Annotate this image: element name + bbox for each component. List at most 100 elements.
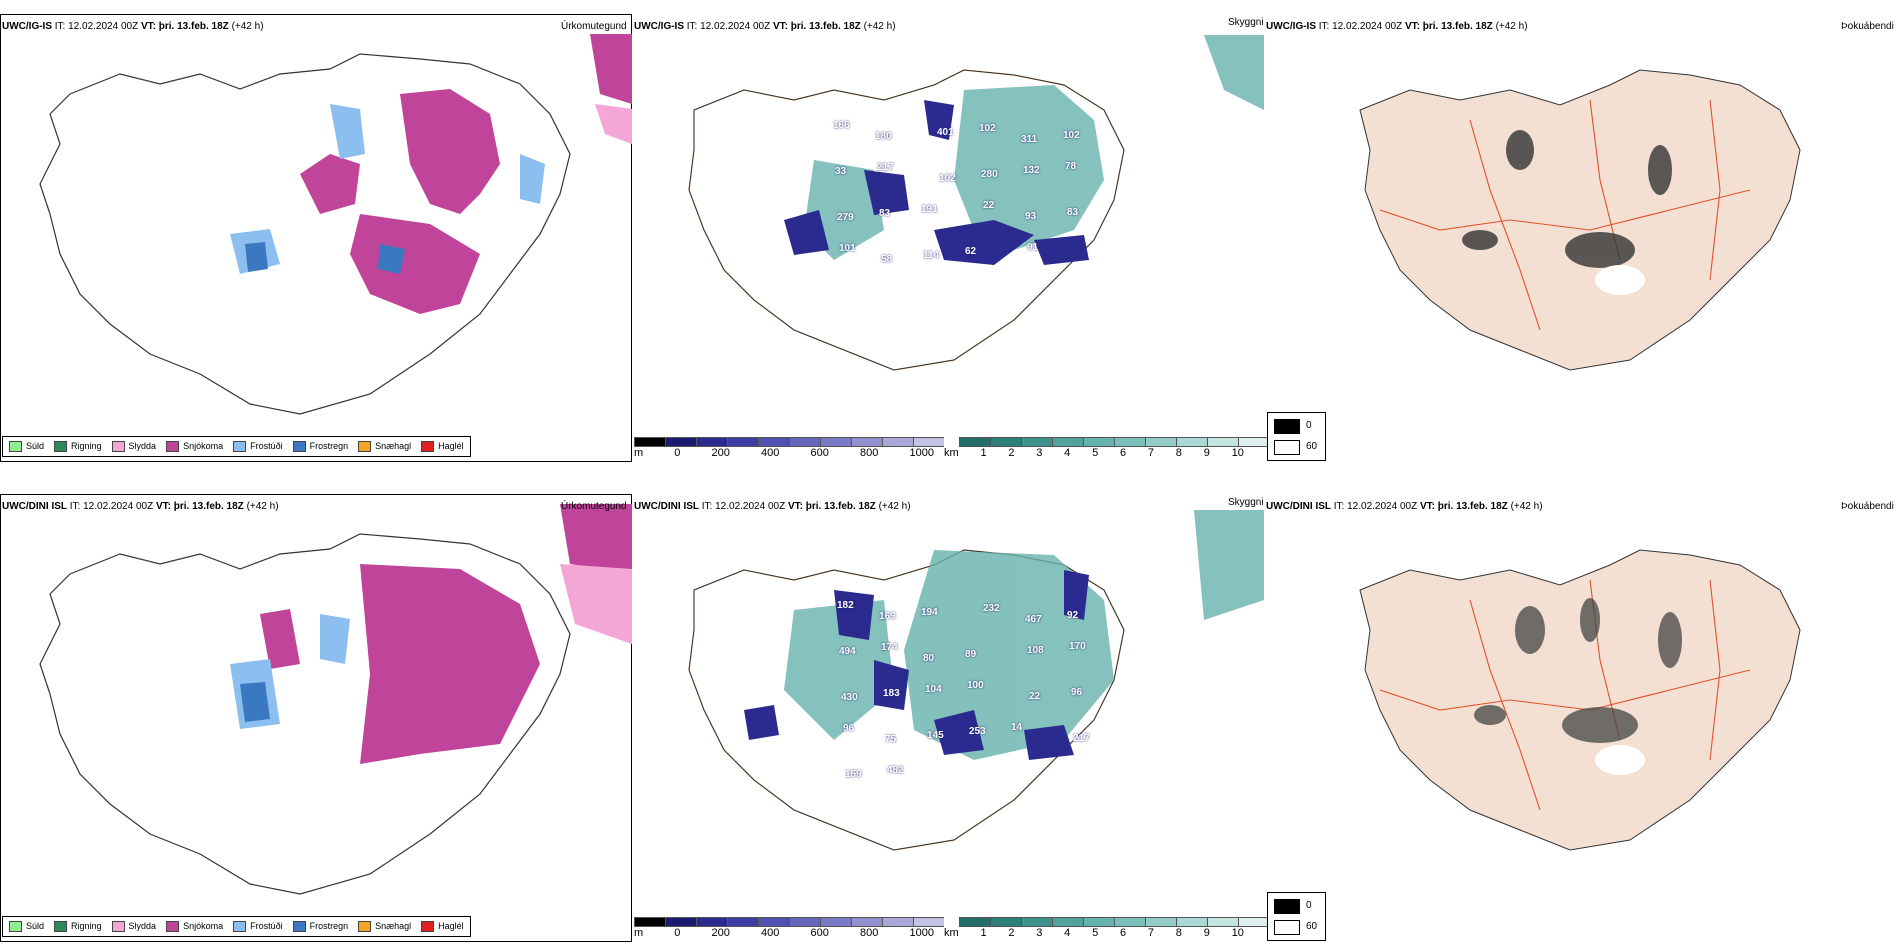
colorbar-segment [1083,917,1114,927]
scale-tick: 0 [674,447,681,459]
scale-tick: 8 [1175,927,1182,939]
cloud-value-label: 80 [923,653,935,664]
visibility-areas [804,35,1264,260]
colorbar-segment [634,917,665,927]
panel-type-label: Úrkomutegund [561,501,627,512]
legend-item: Rigning [54,921,102,933]
cloud-value-label: 169 [879,611,896,622]
scale-tick: 5 [1092,447,1099,459]
cloud-value-label: 33 [835,166,847,177]
scale-tick: 3 [1036,927,1043,939]
scale-tick: 6 [1119,447,1127,459]
cloud-value-label: 91 [1027,242,1039,253]
cloud-value-label: 232 [983,603,1000,614]
colorbar-segment [1238,917,1269,927]
colorbar-segment [1207,917,1238,927]
panel-title: UWC/DINI ISL IT: 12.02.2024 00Z VT: þri.… [1266,501,1543,512]
precip-legend: Súld Rigning Slydda Snjókoma Frostúði Fr… [2,436,471,457]
colorbar-segment [665,917,696,927]
cloud-value-label: 482 [887,765,904,776]
colorbar-segment [1114,917,1145,927]
scale-tick: 400 [761,447,780,459]
cloud-value-label: 22 [1029,691,1041,702]
colorbar-segment [758,437,789,447]
cloud-value-label: 174 [881,642,898,653]
colorbar-segment [1021,437,1052,447]
cloud-value-label: 102 [939,173,956,184]
scale-tick: 1 [980,447,987,459]
legend-item: Haglél [421,441,464,453]
legend-item: Rigning [54,441,102,453]
scale-tick: 7 [1147,927,1155,939]
colorbar-segment [1238,437,1269,447]
scale-tick: 7 [1147,447,1155,459]
scale-tick: 0 [674,927,681,939]
snow-areas [300,34,632,314]
cloud-value-label: 22 [983,200,995,211]
scale-tick: 8 [1175,447,1182,459]
legend-item: Súld [9,441,44,453]
colorbar-segment [851,917,882,927]
cloud-value-label: 194 [921,607,938,618]
visibility-colorbar [959,437,1269,447]
colorbar-segment [1114,437,1145,447]
cloud-value-label: 279 [837,212,854,223]
visibility-colorbar [959,917,1269,927]
cloud-value-label: 14 [1011,722,1023,733]
legend-item: Snæhagl [358,921,411,933]
cloud-map-1 [688,35,1264,371]
panel-type-label: Skyggni [1228,17,1264,28]
cloud-value-label: 58 [881,254,893,265]
legend-item: Snæhagl [358,441,411,453]
scale-tick: 3 [1036,447,1043,459]
scale-tick: 200 [711,927,730,939]
scale-tick: 1 [980,927,987,939]
cloud-value-label: 102 [1063,130,1080,141]
precip-map-frame-2 [0,494,632,942]
cloud-value-label: 89 [965,649,977,660]
cloud-value-label: 159 [845,769,862,780]
fog-white-areas [1595,265,1645,295]
scale-tick: 4 [1064,447,1071,459]
legend-item: Súld [9,921,44,933]
colorbar-segment [727,437,758,447]
colorbar-segment [1083,437,1114,447]
scale-tick: 1000 [909,927,934,939]
cloud-value-label: 78 [1065,161,1077,172]
scale-tick: 9 [1203,447,1210,459]
ceiling-scale-labels: m 0 200 400 600 800 1000 [634,927,934,939]
legend-item: Frostúði [233,441,283,453]
cloud-value-label: 100 [967,680,984,691]
legend-item: Haglél [421,921,464,933]
cloud-value-label: 253 [969,726,986,737]
scale-tick: 800 [860,447,879,459]
colorbar-segment [882,437,913,447]
ceiling-areas [784,100,1089,265]
colorbar-segment [1207,437,1238,447]
scale-tick: 5 [1092,927,1099,939]
ceiling-scale-labels: m 0 200 400 600 800 1000 [634,447,934,459]
cloud-value-label: 101 [839,243,856,254]
panel-title: UWC/DINI ISL IT: 12.02.2024 00Z VT: þri.… [634,501,911,512]
cloud-value-label: 62 [965,246,977,257]
colorbar-segment [913,917,944,927]
colorbar-segment [696,917,727,927]
cloud-value-label: 83 [1067,207,1079,218]
scale-unit: km [944,447,959,459]
cloud-value-label: 430 [841,692,858,703]
ceiling-colorbar [634,917,944,927]
cloud-value-label: 180 [875,131,892,142]
legend-item: Frostúði [233,921,283,933]
colorbar-segment [1021,917,1052,927]
colorbar-segment [913,437,944,447]
panel-title: UWC/IG-IS IT: 12.02.2024 00Z VT: þri. 13… [634,21,896,32]
scale-tick: 10 [1231,447,1244,459]
scale-tick: 9 [1203,927,1210,939]
legend-item: Slydda [111,441,156,453]
cloud-value-label: 104 [925,684,942,695]
colorbar-segment [789,437,820,447]
cloud-value-label: 494 [839,646,856,657]
scale-tick: 10 [1231,927,1244,939]
cloud-value-label: 83 [879,208,891,219]
cloud-value-label: 96 [1071,687,1083,698]
